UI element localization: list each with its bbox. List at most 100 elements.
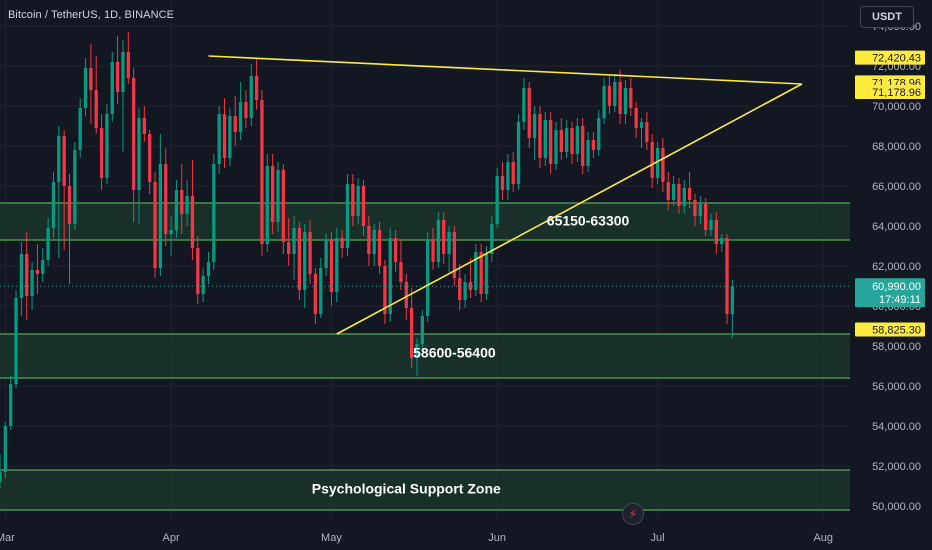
x-tick-label: Mar — [0, 532, 15, 544]
candle — [335, 228, 339, 302]
candle — [388, 228, 392, 322]
candle-body — [89, 68, 93, 90]
candle — [479, 244, 483, 302]
candle — [265, 154, 269, 252]
candle — [399, 240, 403, 290]
candle-body — [714, 220, 719, 244]
candle-body — [442, 220, 446, 254]
candle — [639, 118, 644, 148]
x-tick-label: Jun — [488, 532, 506, 544]
candle-body — [409, 308, 414, 358]
candle — [297, 222, 302, 300]
candle — [458, 264, 462, 310]
candle-body — [335, 238, 339, 292]
candle-body — [78, 108, 82, 150]
candle-body — [303, 232, 307, 290]
candle — [233, 96, 237, 146]
candle-body — [500, 176, 505, 190]
candle-body — [196, 248, 200, 294]
candle — [442, 212, 446, 264]
candle-body — [287, 242, 291, 254]
candle — [351, 174, 355, 226]
candle-body — [645, 122, 649, 142]
candle-body — [185, 196, 189, 214]
candle-body — [319, 268, 323, 314]
candle — [671, 176, 676, 206]
candle-body — [297, 228, 302, 290]
candle-body — [217, 114, 221, 164]
candle-body — [351, 184, 355, 216]
candle-body — [238, 102, 243, 132]
zone-label: 65150-63300 — [547, 213, 630, 229]
candle — [581, 118, 585, 174]
y-tick-label: 62,000.00 — [872, 261, 921, 273]
candle — [148, 130, 152, 194]
current-price-label: 60,990.00 — [872, 281, 921, 293]
candle — [67, 174, 72, 284]
candle — [99, 114, 104, 190]
candle-body — [206, 262, 211, 276]
trendlines — [208, 55, 803, 335]
price-tag-label: 72,420.43 — [872, 53, 921, 65]
currency-button[interactable]: USDT — [860, 6, 914, 28]
candle — [367, 216, 371, 266]
candle-body — [468, 282, 473, 290]
candle-body — [532, 114, 537, 138]
candle-body — [495, 176, 499, 224]
candle — [281, 164, 285, 254]
candle — [196, 236, 200, 304]
candle — [244, 90, 248, 128]
candle — [543, 112, 547, 166]
candle — [292, 216, 296, 280]
candle — [655, 142, 660, 184]
candle — [174, 180, 179, 238]
candle-body — [270, 166, 275, 222]
candle — [35, 244, 40, 294]
candle — [62, 130, 66, 250]
candle — [238, 82, 243, 140]
candle — [110, 52, 114, 122]
candle — [698, 196, 702, 224]
candle-body — [265, 166, 269, 244]
candle-body — [190, 196, 195, 248]
candle-body — [426, 240, 430, 316]
candle-body — [292, 228, 296, 254]
candle — [431, 228, 435, 270]
time-axis-bg — [0, 520, 850, 550]
candle — [527, 82, 531, 148]
candle-body — [115, 62, 120, 92]
candle — [276, 162, 280, 232]
candle-body — [169, 230, 173, 234]
candle-body — [105, 114, 109, 178]
candle-body — [142, 118, 146, 134]
y-tick-label: 66,000.00 — [872, 181, 921, 193]
x-tick-label: Apr — [163, 532, 180, 544]
candle-body — [51, 182, 56, 228]
candle-body — [687, 188, 692, 200]
candle — [426, 232, 430, 322]
x-tick-label: Aug — [813, 532, 833, 544]
candle — [661, 138, 665, 192]
candle — [313, 268, 318, 324]
candle — [260, 90, 264, 256]
lightning-icon[interactable]: ⚡ — [622, 503, 644, 525]
candle-body — [554, 130, 558, 164]
candle — [409, 288, 414, 368]
candle-body — [452, 232, 457, 278]
y-tick-label: 58,000.00 — [872, 341, 921, 353]
candle — [201, 268, 205, 302]
candle-body — [99, 128, 104, 178]
candle-body — [506, 162, 510, 190]
candle-body — [404, 282, 408, 308]
candle-body — [57, 136, 61, 182]
candle — [0, 454, 2, 488]
candle — [474, 244, 478, 296]
candle — [516, 114, 521, 190]
candle — [46, 218, 50, 266]
candle-body — [41, 260, 45, 274]
candle — [511, 152, 515, 192]
candle-body — [377, 230, 382, 266]
candle — [169, 216, 173, 256]
